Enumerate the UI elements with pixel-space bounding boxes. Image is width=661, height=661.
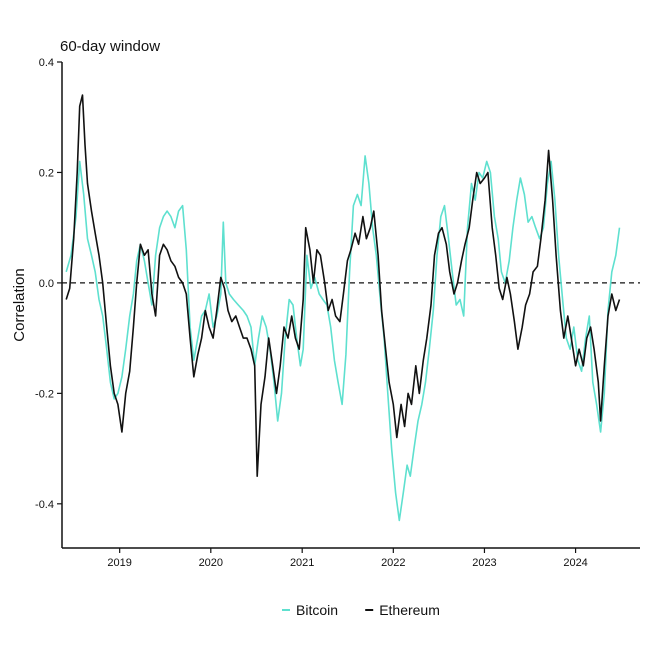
x-tick-label: 2019 [107, 557, 131, 569]
x-tick-label: 2022 [381, 557, 405, 569]
y-tick-label: 0.2 [39, 167, 54, 179]
series-line-ethereum [65, 94, 621, 477]
legend-label-bitcoin: Bitcoin [296, 602, 338, 618]
y-tick-label: -0.4 [35, 499, 54, 511]
chart-title: 60-day window [60, 38, 160, 55]
y-tick-label: 0.4 [39, 57, 54, 69]
legend-label-ethereum: Ethereum [379, 602, 440, 618]
x-tick-label: 2020 [199, 557, 223, 569]
y-axis-label: Correlation [11, 268, 28, 341]
x-tick-label: 2023 [472, 557, 496, 569]
legend: Bitcoin Ethereum [282, 602, 440, 618]
series-line-bitcoin [65, 155, 621, 522]
y-tick-label: 0.0 [39, 278, 54, 290]
plot-area: 0.4 0.2 0.0 -0.2 -0.4 2019 2020 2021 2022 2023 202… [35, 57, 640, 569]
x-tick-label: 2021 [290, 557, 314, 569]
y-tick-label: -0.2 [35, 388, 54, 400]
x-tick-label: 2024 [563, 557, 587, 569]
